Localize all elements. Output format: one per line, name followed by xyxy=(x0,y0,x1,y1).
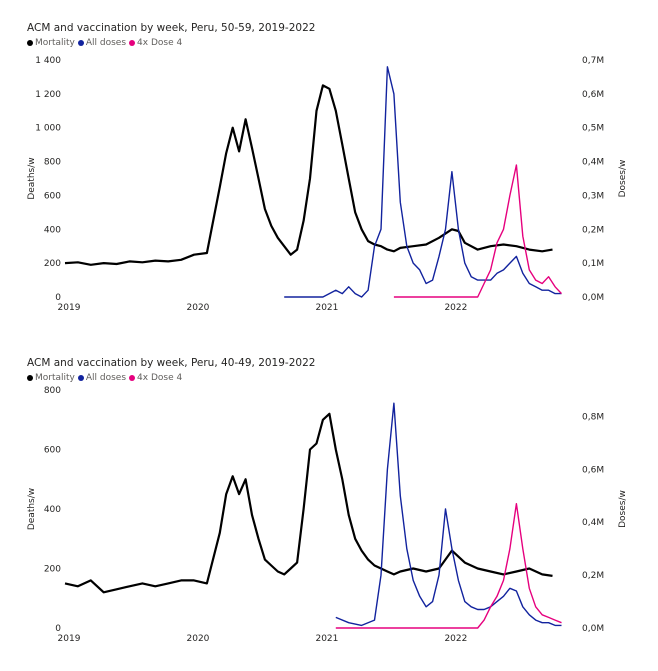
legend-swatch-dose-4 xyxy=(129,40,136,46)
y2-tick-label: 0,2M xyxy=(582,571,604,581)
legend-label: All doses xyxy=(85,373,127,383)
x-tick-label: 2020 xyxy=(187,303,210,313)
y2-axis-label: Doses/w xyxy=(618,160,628,198)
y-tick-label: 1 400 xyxy=(35,56,61,66)
y-tick-label: 400 xyxy=(44,225,61,235)
legend-item-mortality[interactable]: Mortality xyxy=(27,38,75,48)
y2-tick-label: 0,5M xyxy=(582,124,604,134)
series-line-all-doses xyxy=(335,402,562,627)
chart-title: ACM and vaccination by week, Peru, 40-49… xyxy=(27,357,316,369)
y-axis-label: Deaths/w xyxy=(27,488,37,530)
legend-label: 4x Dose 4 xyxy=(137,38,183,48)
y2-tick-label: 0,4M xyxy=(582,158,604,168)
chart-plot-area: 0 200 400 600 800 1 000 1 200 1 400 0,0M 0,1M 0,2M… xyxy=(27,56,628,313)
y-tick-label: 800 xyxy=(44,386,61,396)
legend-swatch-all-doses xyxy=(77,40,84,46)
y2-tick-label: 0,8M xyxy=(582,412,604,422)
x-tick-label: 2020 xyxy=(187,634,210,644)
series-line-dose-4 xyxy=(393,164,563,298)
legend-swatch-mortality xyxy=(27,375,33,381)
chart-plot-area: 0 200 400 600 800 0,0M 0,2M 0,4M 0,6M 0,8M 2019 202… xyxy=(27,386,628,644)
chart-panel-1: ACM and vaccination by week, Peru, 50-59… xyxy=(0,0,658,335)
chart-panel-2: ACM and vaccination by week, Peru, 40-49… xyxy=(0,335,658,671)
chart-legend: Mortality All doses 4x Dose 4 xyxy=(27,38,185,48)
legend-label: 4x Dose 4 xyxy=(137,373,183,383)
y2-tick-label: 0,6M xyxy=(582,90,604,100)
legend-swatch-all-doses xyxy=(77,375,84,381)
y-tick-label: 1 200 xyxy=(35,90,61,100)
y-tick-label: 0 xyxy=(55,624,61,634)
series-line-mortality xyxy=(64,84,553,266)
y2-tick-label: 0,2M xyxy=(582,225,604,235)
x-tick-label: 2019 xyxy=(58,303,81,313)
legend-label: Mortality xyxy=(35,38,75,48)
y2-tick-label: 0,4M xyxy=(582,518,604,528)
y-tick-label: 1 000 xyxy=(35,124,61,134)
legend-item-dose-4[interactable]: 4x Dose 4 xyxy=(129,373,182,383)
chart-legend: Mortality All doses 4x Dose 4 xyxy=(27,373,185,383)
series-line-mortality xyxy=(64,412,553,594)
chart-title: ACM and vaccination by week, Peru, 50-59… xyxy=(27,22,316,34)
y-tick-label: 400 xyxy=(44,505,61,515)
x-tick-label: 2021 xyxy=(315,634,338,644)
legend-item-dose-4[interactable]: 4x Dose 4 xyxy=(129,38,182,48)
y2-tick-label: 0,6M xyxy=(582,465,604,475)
y-tick-label: 200 xyxy=(44,565,61,575)
y2-tick-label: 0,7M xyxy=(582,56,604,66)
series-line-all-doses xyxy=(284,66,562,298)
legend-swatch-mortality xyxy=(27,40,33,46)
x-tick-label: 2022 xyxy=(444,303,467,313)
x-tick-label: 2019 xyxy=(58,634,81,644)
series-line-dose-4 xyxy=(335,502,562,629)
legend-item-mortality[interactable]: Mortality xyxy=(27,373,75,383)
legend-item-all-doses[interactable]: All doses xyxy=(77,38,127,48)
y2-tick-label: 0,1M xyxy=(582,259,604,269)
y2-tick-label: 0,3M xyxy=(582,191,604,201)
legend-swatch-dose-4 xyxy=(129,375,136,381)
x-tick-label: 2022 xyxy=(444,634,467,644)
y-axis-label: Deaths/w xyxy=(27,157,37,199)
x-tick-label: 2021 xyxy=(315,303,338,313)
y2-tick-label: 0,0M xyxy=(582,293,604,303)
y2-tick-label: 0,0M xyxy=(582,624,604,634)
y-tick-label: 0 xyxy=(55,293,61,303)
y-tick-label: 600 xyxy=(44,446,61,456)
y-tick-label: 200 xyxy=(44,259,61,269)
legend-label: Mortality xyxy=(35,373,75,383)
legend-item-all-doses[interactable]: All doses xyxy=(77,373,127,383)
y2-axis-label: Doses/w xyxy=(618,490,628,528)
y-tick-label: 600 xyxy=(44,191,61,201)
y-tick-label: 800 xyxy=(44,158,61,168)
legend-label: All doses xyxy=(85,38,127,48)
